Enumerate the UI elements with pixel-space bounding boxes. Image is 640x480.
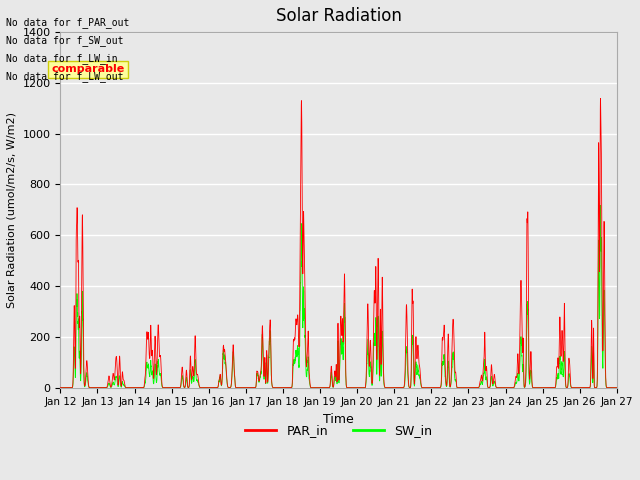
Y-axis label: Solar Radiation (umol/m2/s, W/m2): Solar Radiation (umol/m2/s, W/m2) [7, 112, 17, 308]
Text: No data for f_LW_out: No data for f_LW_out [6, 72, 124, 83]
X-axis label: Time: Time [323, 413, 354, 426]
Text: No data for f_SW_out: No data for f_SW_out [6, 35, 124, 46]
Text: comparable: comparable [51, 64, 124, 74]
Legend: PAR_in, SW_in: PAR_in, SW_in [240, 419, 437, 442]
Text: No data for f_PAR_out: No data for f_PAR_out [6, 17, 130, 28]
Text: No data for f_LW_in: No data for f_LW_in [6, 53, 118, 64]
Title: Solar Radiation: Solar Radiation [276, 7, 401, 25]
